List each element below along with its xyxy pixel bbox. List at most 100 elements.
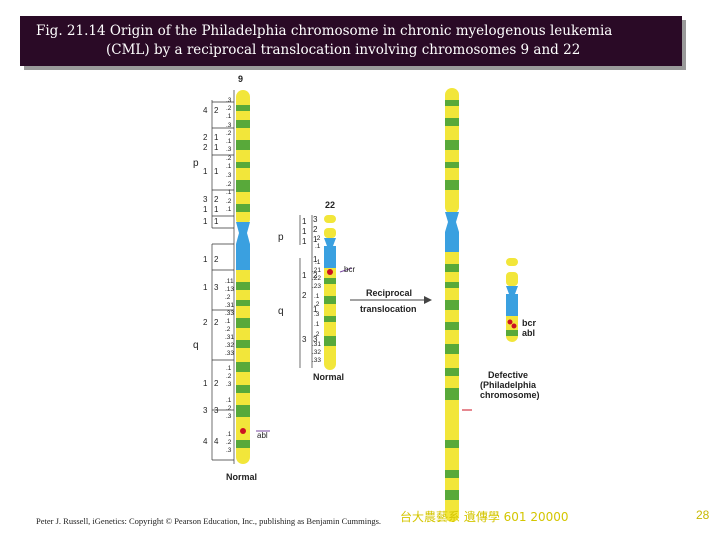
svg-text:.3: .3 — [226, 97, 232, 104]
svg-text:3: 3 — [214, 406, 219, 415]
svg-text:.33: .33 — [225, 350, 234, 357]
svg-text:2: 2 — [203, 318, 208, 327]
svg-text:.21: .21 — [312, 267, 321, 274]
normal-label-chr9: Normal — [226, 472, 257, 482]
svg-text:.1: .1 — [226, 163, 232, 170]
chr22-band-ruler — [299, 215, 313, 368]
svg-text:.31: .31 — [312, 341, 321, 348]
svg-text:2: 2 — [214, 106, 219, 115]
svg-text:1: 1 — [203, 167, 208, 176]
svg-text:1: 1 — [302, 271, 307, 280]
svg-text:1: 1 — [313, 235, 318, 244]
svg-text:.1: .1 — [314, 293, 320, 300]
svg-text:.31: .31 — [225, 334, 234, 341]
svg-text:1: 1 — [203, 217, 208, 226]
bcr-label-ph: bcr — [522, 318, 537, 328]
normal-label-chr22: Normal — [313, 372, 344, 382]
svg-text:1: 1 — [203, 379, 208, 388]
svg-text:.32: .32 — [312, 349, 321, 356]
abl-label-chr9: abl — [257, 431, 268, 440]
svg-text:.1: .1 — [226, 113, 232, 120]
svg-text:2: 2 — [214, 318, 219, 327]
svg-text:.3: .3 — [226, 381, 232, 388]
svg-text:1: 1 — [203, 283, 208, 292]
chromosome-9-derivative — [445, 88, 472, 522]
chr9-number: 9 — [238, 74, 243, 84]
chr22-arm-p: p — [278, 232, 284, 243]
chr9-band-numbers: 422 131 111 213 4 211 121 123 223 4 — [203, 106, 219, 446]
figure-title-line-2: (CML) by a reciprocal translocation invo… — [106, 42, 581, 58]
svg-text:.3: .3 — [226, 413, 232, 420]
svg-text:2: 2 — [313, 271, 318, 280]
svg-text:4: 4 — [203, 106, 208, 115]
copyright-credit: Peter J. Russell, iGenetics: Copyright ©… — [36, 516, 382, 526]
svg-text:2: 2 — [214, 255, 219, 264]
bcr-label-chr22: bcr — [344, 265, 355, 274]
chromosome-9-normal: 9 abl Normal — [226, 74, 270, 482]
svg-text:.2: .2 — [226, 181, 232, 188]
svg-text:2: 2 — [203, 133, 208, 142]
svg-text:.1: .1 — [226, 189, 232, 196]
svg-text:2: 2 — [214, 379, 219, 388]
svg-text:1: 1 — [214, 133, 219, 142]
svg-text:.1: .1 — [315, 259, 321, 266]
svg-text:.32: .32 — [225, 342, 234, 349]
svg-text:3: 3 — [203, 195, 208, 204]
svg-text:1: 1 — [214, 217, 219, 226]
title-bar: Fig. 21.14 Origin of the Philadelphia ch… — [20, 16, 682, 66]
svg-text:.2: .2 — [314, 331, 320, 338]
chr9-band-ruler — [211, 90, 235, 464]
svg-text:1: 1 — [214, 205, 219, 214]
chr22-band-numbers: 111 123 321 121 3 — [302, 215, 318, 344]
chr22-subband-numbers: .2.1.1 .21.22.23 .1.2.3 .1.2 .31.32.33 — [312, 235, 321, 364]
svg-text:.3: .3 — [314, 311, 320, 318]
svg-text:.1: .1 — [226, 431, 232, 438]
svg-text:1: 1 — [302, 227, 307, 236]
svg-text:1: 1 — [214, 167, 219, 176]
defective-label-2: (Philadelphia — [480, 380, 537, 390]
svg-text:.1: .1 — [226, 138, 232, 145]
figure-title-line-1: Fig. 21.14 Origin of the Philadelphia ch… — [36, 23, 613, 39]
page-number: 28 — [696, 508, 710, 522]
svg-text:3: 3 — [203, 406, 208, 415]
translocation-label-2: translocation — [360, 304, 417, 314]
translocation-label-1: Reciprocal — [366, 288, 412, 298]
svg-text:.2: .2 — [314, 301, 320, 308]
svg-text:1: 1 — [313, 305, 318, 314]
svg-text:2: 2 — [313, 225, 318, 234]
svg-text:.2: .2 — [226, 405, 232, 412]
chromosome-22-normal: 22 bcr Normal — [313, 200, 355, 382]
svg-text:3: 3 — [214, 283, 219, 292]
svg-text:4: 4 — [214, 437, 219, 446]
svg-text:3: 3 — [313, 335, 318, 344]
svg-text:.13: .13 — [225, 286, 234, 293]
svg-text:.2: .2 — [226, 105, 232, 112]
svg-text:.3: .3 — [226, 146, 232, 153]
svg-text:3: 3 — [302, 335, 307, 344]
course-label: 台大農藝系 遺傳學 601 20000 — [400, 510, 569, 524]
chr9-arm-q: q — [193, 340, 199, 351]
svg-text:.2: .2 — [226, 439, 232, 446]
svg-text:2: 2 — [203, 143, 208, 152]
defective-label-3: chromosome) — [480, 390, 540, 400]
svg-text:.23: .23 — [312, 283, 321, 290]
svg-text:.1: .1 — [226, 397, 232, 404]
svg-text:.2: .2 — [225, 326, 231, 333]
chr9-arm-p: p — [193, 158, 199, 169]
svg-text:1: 1 — [203, 255, 208, 264]
chr9-subband-numbers: .3.2.1 .3.2.1 .3.2.1 .3.2.1 .2.1 .11.13.… — [225, 97, 234, 454]
svg-text:.1: .1 — [225, 318, 231, 325]
svg-text:.1: .1 — [226, 206, 232, 213]
svg-text:1: 1 — [313, 255, 318, 264]
chr22-number: 22 — [325, 200, 335, 210]
svg-text:.2: .2 — [226, 155, 232, 162]
svg-text:2: 2 — [214, 195, 219, 204]
svg-text:.31: .31 — [225, 302, 234, 309]
philadelphia-chromosome: bcr abl Defective (Philadelphia chromoso… — [480, 258, 540, 400]
svg-text:.3: .3 — [226, 172, 232, 179]
svg-text:1: 1 — [214, 143, 219, 152]
translocation-arrow: Reciprocal translocation — [350, 288, 432, 314]
svg-text:.2: .2 — [226, 198, 232, 205]
abl-label-ph: abl — [522, 328, 535, 338]
